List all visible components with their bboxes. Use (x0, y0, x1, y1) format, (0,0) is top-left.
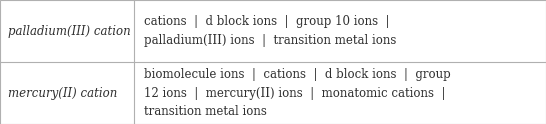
Text: palladium(III) cation: palladium(III) cation (8, 25, 131, 37)
Text: biomolecule ions  |  cations  |  d block ions  |  group
12 ions  |  mercury(II) : biomolecule ions | cations | d block ion… (144, 68, 450, 118)
Text: mercury(II) cation: mercury(II) cation (8, 87, 117, 99)
Text: cations  |  d block ions  |  group 10 ions  |
palladium(III) ions  |  transition: cations | d block ions | group 10 ions |… (144, 15, 396, 47)
